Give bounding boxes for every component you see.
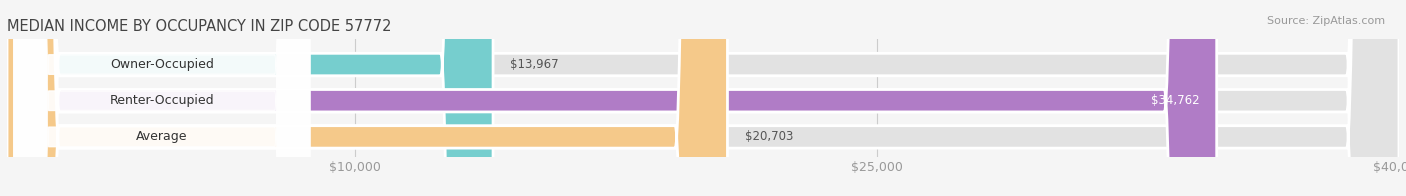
Text: Renter-Occupied: Renter-Occupied bbox=[110, 94, 214, 107]
Text: Average: Average bbox=[136, 130, 187, 143]
Text: MEDIAN INCOME BY OCCUPANCY IN ZIP CODE 57772: MEDIAN INCOME BY OCCUPANCY IN ZIP CODE 5… bbox=[7, 19, 391, 34]
FancyBboxPatch shape bbox=[14, 0, 309, 196]
Text: Source: ZipAtlas.com: Source: ZipAtlas.com bbox=[1267, 16, 1385, 26]
Text: $34,762: $34,762 bbox=[1150, 94, 1199, 107]
FancyBboxPatch shape bbox=[7, 0, 727, 196]
FancyBboxPatch shape bbox=[7, 0, 494, 196]
FancyBboxPatch shape bbox=[7, 0, 1399, 196]
Text: Owner-Occupied: Owner-Occupied bbox=[110, 58, 214, 71]
Text: $13,967: $13,967 bbox=[510, 58, 560, 71]
FancyBboxPatch shape bbox=[7, 0, 1399, 196]
FancyBboxPatch shape bbox=[7, 0, 1216, 196]
Text: $20,703: $20,703 bbox=[745, 130, 793, 143]
FancyBboxPatch shape bbox=[7, 0, 1399, 196]
FancyBboxPatch shape bbox=[14, 0, 309, 196]
FancyBboxPatch shape bbox=[14, 0, 309, 196]
